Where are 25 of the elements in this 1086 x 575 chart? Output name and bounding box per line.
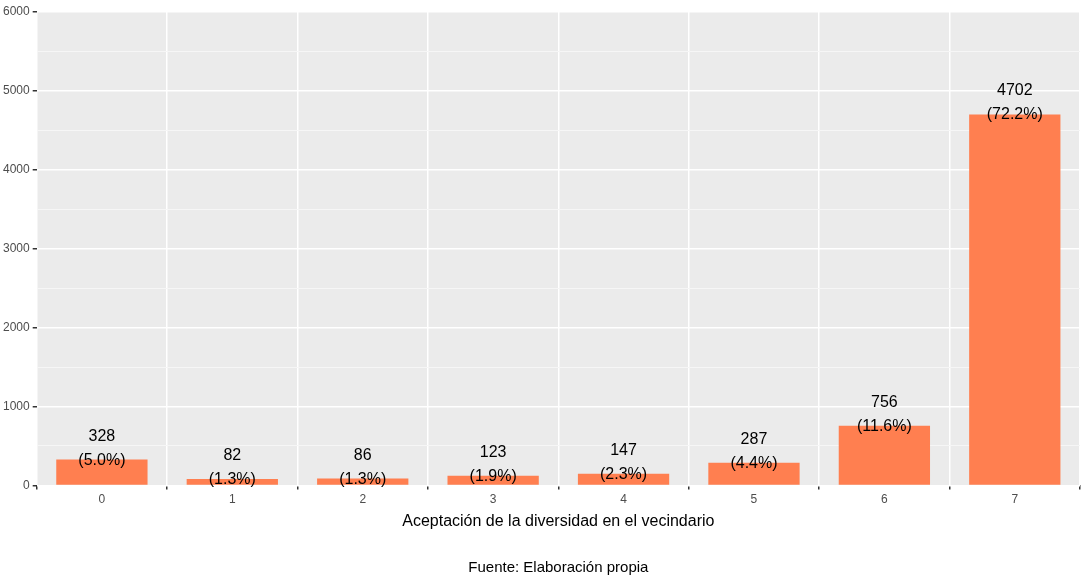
y-tick-label: 1000 bbox=[2, 398, 31, 413]
x-tick-label: 6 bbox=[881, 491, 889, 506]
y-tick-label: 2000 bbox=[2, 319, 31, 334]
data-label: 82 (1.3%) bbox=[208, 445, 256, 487]
y-tick-label: 6000 bbox=[2, 4, 31, 19]
data-label: 287 (4.4%) bbox=[730, 429, 778, 471]
y-tick-label: 0 bbox=[23, 477, 31, 492]
data-label: 4702 (72.2%) bbox=[986, 81, 1043, 123]
x-axis-title: Aceptación de la diversidad en el vecindario bbox=[402, 511, 715, 529]
x-tick-label: 2 bbox=[359, 491, 367, 506]
y-tick-label: 3000 bbox=[2, 241, 31, 256]
x-tick-label: 4 bbox=[620, 491, 628, 506]
data-label: 86 (1.3%) bbox=[339, 445, 387, 487]
source-note: Fuente: Elaboración propia bbox=[468, 558, 650, 575]
y-tick-label: 4000 bbox=[2, 162, 31, 177]
data-label: 756 (11.6%) bbox=[856, 392, 912, 434]
x-tick-label: 3 bbox=[489, 491, 497, 506]
x-tick-label: 0 bbox=[98, 491, 106, 506]
x-tick-label: 1 bbox=[228, 491, 236, 506]
y-tick-label: 5000 bbox=[2, 83, 31, 98]
data-label: 147 (2.3%) bbox=[599, 440, 648, 482]
x-tick-label: 7 bbox=[1011, 491, 1019, 506]
x-tick-label: 5 bbox=[750, 491, 758, 506]
data-label: 328 (5.0%) bbox=[78, 426, 126, 468]
data-label: 123 (1.9%) bbox=[469, 442, 517, 484]
